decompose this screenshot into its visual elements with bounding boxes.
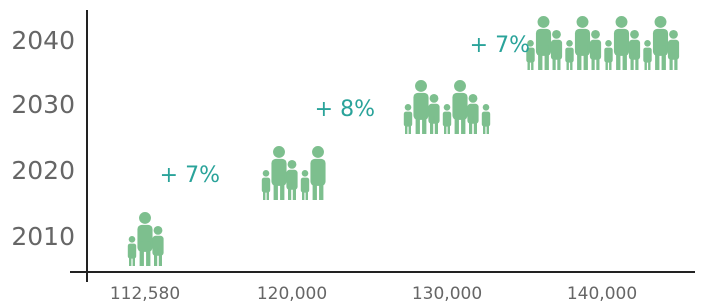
figure-leg xyxy=(409,121,411,135)
chart: 2010 112,580 2020 120,000 2030 130,000 2040 140… xyxy=(0,0,705,305)
figure-leg xyxy=(302,187,304,201)
figure-leg xyxy=(531,57,533,71)
figure-group xyxy=(128,212,164,266)
figure-head xyxy=(669,30,678,39)
figure-leg xyxy=(306,187,308,201)
figure-leg xyxy=(448,121,450,135)
figure-head xyxy=(538,16,550,28)
figure-leg xyxy=(635,52,638,70)
figure-leg xyxy=(469,116,472,134)
figure-head xyxy=(415,80,427,92)
figure-leg xyxy=(435,116,438,134)
figure-head xyxy=(129,236,136,243)
figure-head xyxy=(302,170,309,177)
figure-head xyxy=(591,30,600,39)
y-tick-label: 2040 xyxy=(11,26,75,55)
figure-head xyxy=(263,170,270,177)
figure-head xyxy=(154,226,163,235)
figure-leg xyxy=(422,110,426,134)
figure-group xyxy=(404,80,490,134)
figure-leg xyxy=(444,121,446,135)
figure-leg xyxy=(455,110,459,134)
figure-leg xyxy=(483,121,485,135)
figure-leg xyxy=(474,116,477,134)
figure-leg xyxy=(609,57,611,71)
figure-leg xyxy=(133,253,135,267)
figure-leg xyxy=(430,116,433,134)
growth-annotation: + 7% xyxy=(470,33,530,58)
figure-leg xyxy=(567,57,569,71)
figure-leg xyxy=(596,52,599,70)
x-tick-label: 140,000 xyxy=(567,284,637,304)
figure-leg xyxy=(655,46,659,70)
growth-annotation: + 7% xyxy=(160,163,220,188)
figure-leg xyxy=(648,57,650,71)
figure-leg xyxy=(606,57,608,71)
figure-leg xyxy=(662,46,666,70)
figure-leg xyxy=(319,176,323,200)
figure-leg xyxy=(313,176,317,200)
figure-leg xyxy=(154,248,157,266)
figure-leg xyxy=(623,46,627,70)
figure-head xyxy=(566,40,573,47)
figure-leg xyxy=(538,46,542,70)
figure-head xyxy=(430,94,439,103)
y-tick-label: 2020 xyxy=(11,156,75,185)
figure-leg xyxy=(129,253,131,267)
y-tick-label: 2030 xyxy=(11,90,75,119)
x-tick-label: 112,580 xyxy=(110,284,180,304)
figure-leg xyxy=(263,187,265,201)
figure-leg xyxy=(159,248,162,266)
figure-group xyxy=(262,146,326,200)
figure-leg xyxy=(487,121,489,135)
figure-leg xyxy=(577,46,581,70)
figure-leg xyxy=(461,110,465,134)
figure-leg xyxy=(616,46,620,70)
figure-head xyxy=(139,212,151,224)
figure-leg xyxy=(645,57,647,71)
figure-head xyxy=(469,94,478,103)
x-tick-label: 130,000 xyxy=(412,284,482,304)
figure-leg xyxy=(584,46,588,70)
figure-leg xyxy=(405,121,407,135)
figure-head xyxy=(616,16,628,28)
figure-head xyxy=(552,30,561,39)
figure-head xyxy=(644,40,651,47)
figure-leg xyxy=(280,176,284,200)
figure-head xyxy=(273,146,285,158)
x-tick-label: 120,000 xyxy=(257,284,327,304)
figure-leg xyxy=(146,242,150,266)
figure-leg xyxy=(570,57,572,71)
figure-leg xyxy=(267,187,269,201)
y-tick-label: 2010 xyxy=(11,222,75,251)
figure-leg xyxy=(274,176,278,200)
figure-head xyxy=(454,80,466,92)
figure-leg xyxy=(553,52,556,70)
figure-leg xyxy=(674,52,677,70)
growth-annotation: + 8% xyxy=(315,97,375,122)
figure-leg xyxy=(288,182,291,200)
figure-head xyxy=(577,16,589,28)
figure-leg xyxy=(545,46,549,70)
figure-head xyxy=(405,104,412,111)
figure-head xyxy=(655,16,667,28)
figure-leg xyxy=(293,182,296,200)
figure-leg xyxy=(670,52,673,70)
figure-head xyxy=(605,40,612,47)
figure-head xyxy=(630,30,639,39)
figure-head xyxy=(288,160,297,169)
figure-leg xyxy=(140,242,144,266)
figure-head xyxy=(444,104,451,111)
figure-leg xyxy=(528,57,530,71)
figure-leg xyxy=(631,52,634,70)
figure-leg xyxy=(557,52,560,70)
figure-group xyxy=(526,16,679,70)
figure-leg xyxy=(416,110,420,134)
figure-leg xyxy=(592,52,595,70)
figure-head xyxy=(312,146,324,158)
figure-head xyxy=(483,104,490,111)
